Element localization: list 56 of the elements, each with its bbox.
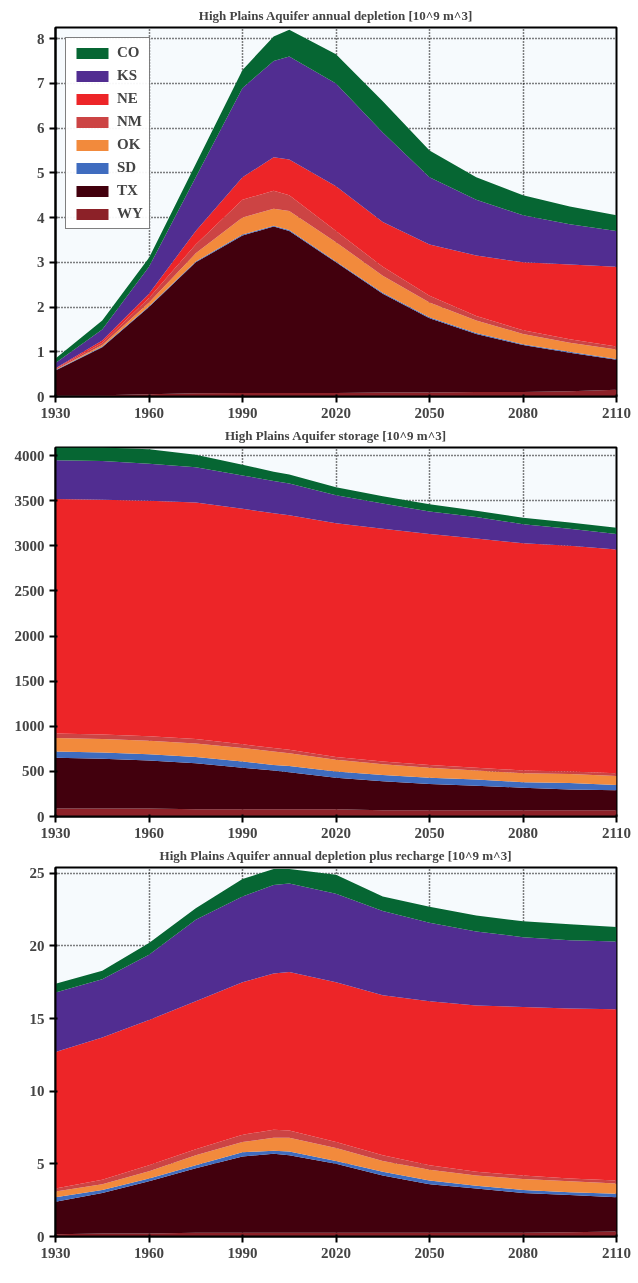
y-tick-label: 2000 xyxy=(14,628,45,645)
x-tick-label: 2020 xyxy=(321,824,351,841)
y-tick-label: 3000 xyxy=(14,537,45,554)
x-tick-label: 1990 xyxy=(227,1244,258,1261)
legend-label: CO xyxy=(117,44,140,61)
x-tick-label: 2080 xyxy=(508,1244,538,1261)
legend-label: KS xyxy=(117,67,138,84)
y-tick-label: 4 xyxy=(37,209,45,226)
y-tick-label: 3500 xyxy=(14,492,45,509)
x-tick-label: 2050 xyxy=(414,404,445,421)
y-tick-label: 10 xyxy=(29,1083,45,1100)
y-tick-label: 8 xyxy=(37,30,45,47)
legend-label: TX xyxy=(117,182,138,199)
y-tick-label: 7 xyxy=(37,75,45,92)
x-tick-label: 2050 xyxy=(414,1244,445,1261)
legend-label: NE xyxy=(117,90,138,107)
y-tick-label: 1 xyxy=(37,343,45,360)
x-tick-label: 1990 xyxy=(227,824,258,841)
y-tick-label: 20 xyxy=(29,937,45,954)
y-tick-label: 15 xyxy=(29,1010,45,1027)
x-tick-label: 2110 xyxy=(601,824,632,841)
y-tick-label: 4000 xyxy=(14,447,45,464)
x-tick-label: 1960 xyxy=(134,824,164,841)
x-tick-label: 1930 xyxy=(40,404,71,421)
x-tick-label: 1990 xyxy=(227,404,258,421)
chart-title: High Plains Aquifer storage [10^9 m^3] xyxy=(225,427,447,443)
x-tick-label: 2020 xyxy=(321,1244,351,1261)
x-tick-label: 2080 xyxy=(508,404,538,421)
legend-label: WY xyxy=(117,205,143,222)
x-tick-label: 1960 xyxy=(134,404,164,421)
y-tick-label: 6 xyxy=(37,120,45,137)
y-tick-label: 5 xyxy=(37,164,45,181)
legend-label: OK xyxy=(117,136,141,153)
chart-title: High Plains Aquifer annual depletion [10^9 m^3] xyxy=(198,7,473,23)
y-tick-label: 2500 xyxy=(14,582,45,599)
x-tick-label: 1930 xyxy=(40,824,71,841)
y-tick-label: 0 xyxy=(37,1228,45,1245)
x-tick-label: 2050 xyxy=(414,824,445,841)
y-tick-label: 5 xyxy=(37,1155,45,1172)
x-tick-label: 2020 xyxy=(321,404,351,421)
y-tick-label: 1000 xyxy=(14,718,45,735)
y-tick-label: 1500 xyxy=(14,673,45,690)
x-tick-label: 1960 xyxy=(134,1244,164,1261)
y-tick-label: 500 xyxy=(22,763,45,780)
x-tick-label: 2080 xyxy=(508,824,538,841)
y-tick-label: 0 xyxy=(37,388,45,405)
x-tick-label: 2110 xyxy=(601,1244,632,1261)
chart-title: High Plains Aquifer annual depletion plus recharge [10^9 m^3] xyxy=(159,847,512,863)
y-tick-label: 0 xyxy=(37,808,45,825)
legend-label: NM xyxy=(117,113,142,130)
x-tick-label: 2110 xyxy=(601,404,632,421)
y-tick-label: 2 xyxy=(37,299,45,316)
y-tick-label: 25 xyxy=(29,865,45,882)
x-tick-label: 1930 xyxy=(40,1244,71,1261)
y-tick-label: 3 xyxy=(37,254,45,271)
legend-label: SD xyxy=(117,159,137,176)
